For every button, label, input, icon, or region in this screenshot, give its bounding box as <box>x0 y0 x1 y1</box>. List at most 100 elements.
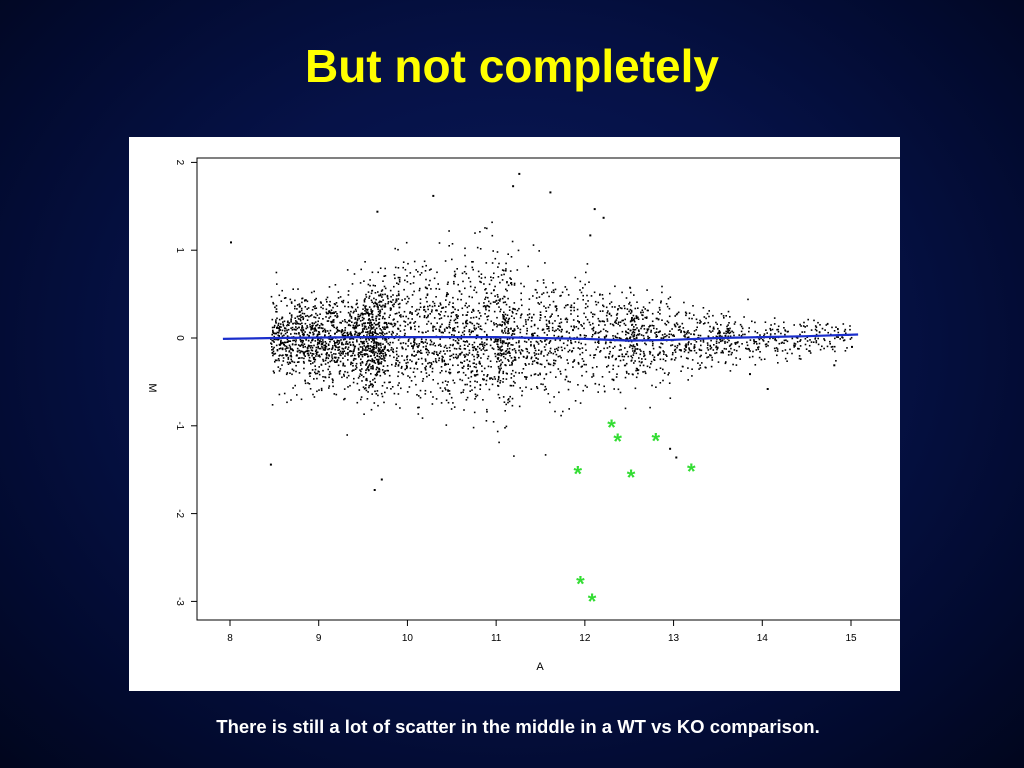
scatter-point <box>434 344 437 347</box>
scatter-point <box>383 328 385 330</box>
scatter-point <box>645 317 648 319</box>
scatter-point <box>344 319 346 321</box>
scatter-point <box>341 341 343 344</box>
scatter-point <box>592 329 595 332</box>
scatter-point <box>479 363 481 365</box>
scatter-point <box>390 388 392 390</box>
scatter-point <box>650 331 652 333</box>
scatter-point <box>439 314 441 316</box>
scatter-point <box>488 388 491 391</box>
scatter-point <box>279 368 282 370</box>
scatter-point <box>623 305 626 307</box>
scatter-point <box>449 350 451 352</box>
scatter-point <box>528 313 531 315</box>
scatter-point <box>626 308 629 310</box>
scatter-point <box>416 345 419 348</box>
scatter-point <box>306 333 309 336</box>
scatter-point <box>560 346 563 349</box>
scatter-point <box>554 320 556 322</box>
scatter-point <box>563 347 566 350</box>
scatter-point <box>756 343 758 345</box>
scatter-point <box>377 322 380 324</box>
scatter-point <box>760 337 762 340</box>
scatter-point <box>796 341 799 343</box>
scatter-point <box>432 330 434 332</box>
scatter-point <box>380 358 383 360</box>
scatter-point <box>550 315 552 317</box>
scatter-point <box>287 363 290 365</box>
scatter-point <box>274 352 277 355</box>
scatter-point <box>335 302 338 304</box>
scatter-point <box>617 355 620 358</box>
scatter-point <box>463 354 465 356</box>
scatter-point <box>519 331 522 334</box>
scatter-point <box>374 328 376 331</box>
x-tick-label: 9 <box>316 633 322 644</box>
scatter-point <box>318 347 321 350</box>
scatter-point <box>417 270 419 273</box>
scatter-point <box>487 355 490 358</box>
scatter-point <box>310 349 313 351</box>
scatter-point <box>415 383 417 386</box>
scatter-point <box>365 331 367 333</box>
scatter-point <box>425 316 428 319</box>
scatter-point <box>342 299 345 302</box>
scatter-point <box>507 343 509 345</box>
scatter-point <box>449 368 451 371</box>
scatter-point <box>469 321 472 324</box>
scatter-point <box>580 342 582 345</box>
scatter-point <box>610 301 613 303</box>
scatter-point <box>571 350 573 353</box>
scatter-point <box>288 350 291 352</box>
scatter-point <box>548 295 550 298</box>
scatter-point <box>500 346 502 348</box>
scatter-point <box>307 346 309 349</box>
scatter-point <box>365 378 368 380</box>
scatter-point <box>379 348 381 351</box>
scatter-point <box>349 384 351 387</box>
scatter-point <box>506 338 509 341</box>
scatter-point <box>769 333 772 335</box>
scatter-point <box>361 313 364 316</box>
scatter-point <box>605 356 607 359</box>
scatter-point <box>682 327 685 329</box>
scatter-point <box>510 373 513 375</box>
scatter-point <box>273 353 275 355</box>
scatter-point <box>327 312 329 315</box>
scatter-point <box>388 316 390 319</box>
scatter-point <box>311 347 314 349</box>
scatter-point <box>493 289 495 291</box>
scatter-point <box>721 350 724 352</box>
scatter-point <box>791 337 794 340</box>
scatter-point <box>523 356 525 358</box>
scatter-point <box>386 369 388 372</box>
scatter-point <box>324 347 326 349</box>
scatter-point <box>296 315 299 318</box>
scatter-point <box>315 349 318 351</box>
scatter-point <box>667 373 669 376</box>
scatter-point <box>757 346 760 348</box>
scatter-point <box>305 339 307 341</box>
scatter-point <box>457 342 459 345</box>
scatter-point <box>380 361 383 363</box>
scatter-point <box>504 342 507 345</box>
scatter-point <box>621 319 623 322</box>
scatter-point <box>763 358 766 360</box>
scatter-point <box>697 334 700 337</box>
scatter-point <box>457 298 459 301</box>
scatter-point <box>449 358 451 361</box>
scatter-point <box>513 328 516 330</box>
scatter-point <box>370 367 372 370</box>
scatter-point <box>680 349 682 351</box>
scatter-point <box>485 305 487 308</box>
scatter-point <box>272 350 275 353</box>
scatter-point <box>553 359 555 362</box>
scatter-point <box>455 314 457 316</box>
scatter-point <box>758 356 761 359</box>
scatter-point <box>303 362 305 364</box>
scatter-point <box>378 371 381 373</box>
scatter-point <box>476 369 478 372</box>
scatter-point <box>844 350 847 352</box>
scatter-point <box>483 330 486 333</box>
scatter-point <box>382 326 384 329</box>
